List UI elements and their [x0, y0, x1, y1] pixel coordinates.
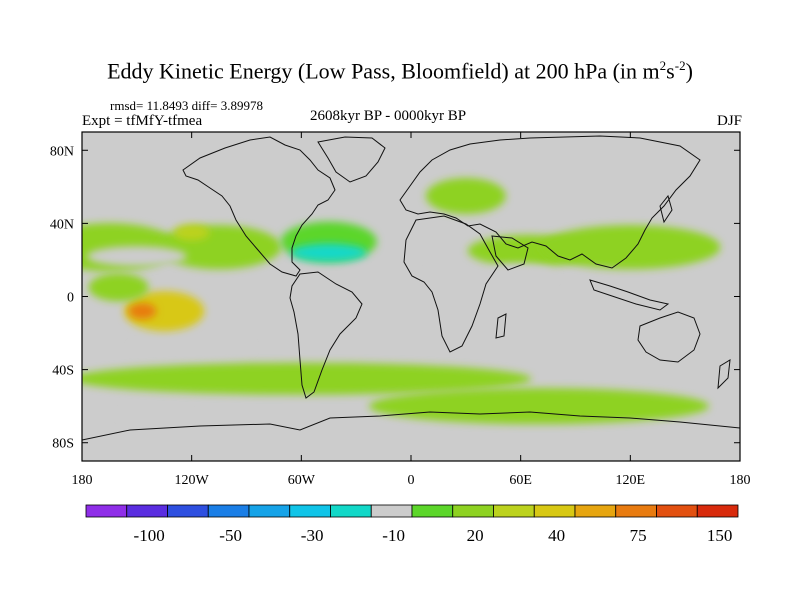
- colorbar-label: 40: [548, 526, 565, 545]
- anomaly-region: [540, 225, 721, 270]
- colorbar-segment: [493, 504, 535, 518]
- period-label: 2608kyr BP - 0000kyr BP: [310, 108, 467, 124]
- coastline-australia: [637, 311, 701, 363]
- colorbar-segment: [452, 504, 494, 518]
- colorbar: [85, 504, 739, 518]
- y-tick-label: 40S: [52, 364, 74, 379]
- anomaly-region: [486, 263, 555, 286]
- colorbar-segment: [615, 504, 657, 518]
- experiment-label: Expt = tfMfY-tfmea: [82, 113, 203, 129]
- colorbar-segment: [411, 504, 454, 518]
- colorbar-segment: [207, 504, 250, 518]
- coastline-madagascar: [495, 313, 507, 339]
- anomaly-region: [290, 243, 367, 262]
- colorbar-labels: -100 -50 -30 -10 20 40 75 150: [134, 526, 733, 545]
- anomaly-region: [121, 409, 190, 422]
- colorbar-label: 150: [707, 526, 733, 545]
- anomaly-region: [347, 266, 420, 291]
- anomaly-region: [82, 362, 532, 395]
- anomaly-region: [86, 246, 187, 267]
- colorbar-segment: [696, 504, 739, 518]
- season-label: DJF: [716, 113, 742, 129]
- coastline-indonesia: [589, 279, 670, 311]
- colorbar-label: 75: [630, 526, 647, 545]
- x-tick-label: 120E: [616, 473, 646, 488]
- chart-title: Eddy Kinetic Energy (Low Pass, Bloomfiel…: [107, 58, 693, 84]
- y-tick-label: 80S: [52, 437, 74, 452]
- colorbar-label: 20: [467, 526, 484, 545]
- colorbar-segment: [85, 504, 128, 518]
- anomaly-region: [88, 273, 149, 302]
- y-axis-ticks: 80N 40N 0 40S 80S: [50, 144, 740, 452]
- colorbar-label: -30: [301, 526, 324, 545]
- coastline-eurasia: [399, 135, 701, 269]
- coastline-north-america: [182, 136, 336, 277]
- coastline-south-america: [289, 271, 363, 399]
- x-tick-label: 60E: [509, 473, 532, 488]
- x-tick-label: 120W: [175, 473, 210, 488]
- colorbar-segment: [167, 504, 209, 518]
- anomaly-region: [128, 303, 157, 320]
- x-tick-label: 180: [730, 473, 751, 488]
- anomaly-region: [124, 291, 205, 332]
- coastline-arabia: [491, 235, 529, 271]
- y-tick-label: 0: [67, 291, 74, 306]
- colorbar-label: -50: [219, 526, 242, 545]
- anomaly-region: [173, 224, 210, 241]
- coastline-greenland: [317, 136, 386, 183]
- colorbar-segment: [289, 504, 331, 518]
- coastline-africa: [403, 215, 499, 353]
- anomaly-region: [425, 177, 506, 214]
- x-tick-label: 0: [408, 473, 415, 488]
- colorbar-segment: [126, 504, 168, 518]
- y-tick-label: 40N: [50, 217, 74, 232]
- x-tick-label: 60W: [288, 473, 316, 488]
- colorbar-segment: [656, 504, 698, 518]
- stats-text: rmsd= 11.8493 diff= 3.89978: [110, 98, 263, 113]
- anomaly-region: [368, 388, 709, 425]
- colorbar-segment: [533, 504, 576, 518]
- colorbar-segment: [330, 504, 372, 518]
- x-axis-ticks: 180 120W 60W 0 60E 120E 180: [72, 132, 751, 488]
- coastline-antarctica: [82, 411, 740, 441]
- coastline-new-zealand: [717, 359, 731, 390]
- colorbar-label: -10: [382, 526, 405, 545]
- colorbar-segment: [248, 504, 291, 518]
- y-tick-label: 80N: [50, 144, 74, 159]
- colorbar-label: -100: [134, 526, 165, 545]
- coastline-japan: [659, 194, 673, 224]
- x-tick-label: 180: [72, 473, 93, 488]
- coastlines: [82, 135, 740, 441]
- colorbar-segment: [574, 504, 617, 518]
- colorbar-segment: [370, 504, 413, 518]
- anomaly-region: [131, 340, 252, 355]
